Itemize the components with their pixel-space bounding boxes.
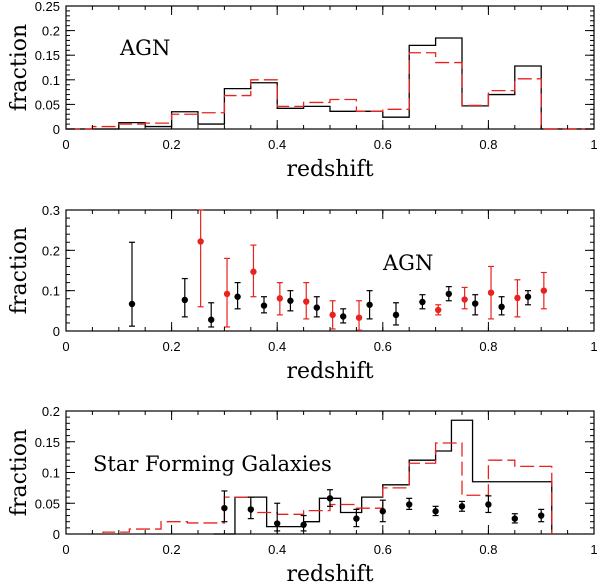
x-tick-label: 0.4 <box>268 137 286 152</box>
x-tick-label: 0.2 <box>163 339 181 354</box>
data-point <box>260 302 268 309</box>
panel-agn-histogram: 0 0.2 0.4 0.6 0.8 1 0 0.05 0.1 0.15 0.2 0.25 AGN re… <box>7 0 597 182</box>
data-point <box>432 508 439 515</box>
histogram-series-red-dashed <box>102 442 553 534</box>
y-tick-label: 0.2 <box>42 243 60 258</box>
data-point <box>326 495 334 502</box>
data-point <box>313 304 320 311</box>
x-tick-label: 1 <box>590 542 597 557</box>
x-axis-label: redshift <box>286 157 373 182</box>
data-point <box>128 300 136 308</box>
data-point <box>379 508 386 515</box>
data-point <box>181 296 188 304</box>
panel-annotation: Star Forming Galaxies <box>93 452 332 476</box>
data-point <box>221 504 228 512</box>
data-point <box>276 295 284 302</box>
data-point <box>445 290 452 298</box>
data-point <box>274 520 281 527</box>
x-tick-label: 0.4 <box>268 542 286 557</box>
y-axis-label: fraction <box>7 227 32 314</box>
y-tick-label: 0.25 <box>35 0 60 14</box>
y-tick-label: 0 <box>53 122 60 137</box>
x-tick-label: 0.6 <box>374 542 392 557</box>
data-point <box>458 503 466 510</box>
data-point <box>406 501 413 508</box>
y-tick-label: 0.15 <box>35 48 60 63</box>
x-tick-label: 0.8 <box>479 542 497 557</box>
x-tick-label: 0 <box>62 339 69 354</box>
data-point <box>435 306 442 314</box>
histogram-series-red-dashed <box>66 52 594 130</box>
data-point <box>487 289 495 296</box>
data-point <box>461 296 468 303</box>
data-point <box>392 311 400 319</box>
panel-annotation: AGN <box>119 36 170 60</box>
x-tick-label: 1 <box>590 137 597 152</box>
data-point <box>223 290 231 298</box>
data-point <box>329 311 336 319</box>
data-point <box>340 313 347 320</box>
y-tick-label: 0 <box>53 527 60 542</box>
axis-ticks: 0 0.2 0.4 0.6 0.8 1 0 0.1 0.2 0.3 <box>42 203 597 354</box>
x-tick-label: 0.2 <box>163 137 181 152</box>
y-tick-label: 0.1 <box>42 466 60 481</box>
data-point <box>524 293 532 300</box>
plot-marks <box>128 209 548 331</box>
data-point <box>197 238 204 245</box>
panel-star-forming-galaxies: 0 0.2 0.4 0.6 0.8 1 0 0.05 0.1 0.15 0.2 Star Formi… <box>7 404 597 587</box>
data-point <box>419 298 426 306</box>
plot-marks <box>66 37 594 130</box>
x-tick-label: 0.6 <box>374 137 392 152</box>
data-point <box>303 298 310 305</box>
data-point <box>208 316 215 323</box>
y-tick-label: 0.2 <box>42 404 60 419</box>
data-point <box>472 300 479 307</box>
y-tick-label: 0 <box>53 324 60 339</box>
y-tick-label: 0.05 <box>35 496 60 511</box>
data-point <box>353 515 360 522</box>
data-point <box>234 293 241 300</box>
y-tick-label: 0.3 <box>42 203 60 218</box>
x-tick-label: 0.8 <box>479 137 497 152</box>
histogram-series-black-solid <box>213 419 553 535</box>
x-tick-label: 0.4 <box>268 339 286 354</box>
y-axis-label: fraction <box>7 24 32 111</box>
data-point <box>247 506 254 513</box>
x-tick-label: 0.2 <box>163 542 181 557</box>
plot-marks <box>102 419 553 535</box>
x-tick-label: 0 <box>62 542 69 557</box>
data-point <box>514 294 521 302</box>
data-point <box>538 512 545 519</box>
data-point <box>287 297 294 304</box>
panel-annotation: AGN <box>382 251 433 275</box>
data-point <box>250 268 257 275</box>
x-tick-label: 1 <box>590 339 597 354</box>
y-tick-label: 0.05 <box>35 97 60 112</box>
data-point <box>511 515 518 522</box>
y-tick-label: 0.1 <box>42 73 60 88</box>
plot-frame <box>65 209 595 332</box>
data-point <box>355 314 363 321</box>
y-tick-label: 0.1 <box>42 284 60 299</box>
y-axis-label: fraction <box>7 429 32 516</box>
x-tick-label: 0.8 <box>479 339 497 354</box>
y-tick-label: 0.15 <box>35 435 60 450</box>
axis-ticks: 0 0.2 0.4 0.6 0.8 1 0 0.05 0.1 0.15 0.2 0.25 <box>35 0 597 152</box>
data-point <box>300 521 307 528</box>
data-point <box>485 501 492 508</box>
data-point <box>366 301 373 308</box>
x-axis-label: redshift <box>286 359 373 384</box>
x-axis-label: redshift <box>286 562 373 587</box>
data-point <box>498 303 505 310</box>
y-tick-label: 0.2 <box>42 24 60 39</box>
x-tick-label: 0.6 <box>374 339 392 354</box>
x-tick-label: 0 <box>62 137 69 152</box>
panel-agn-points: 0 0.2 0.4 0.6 0.8 1 0 0.1 0.2 0.3 AGN redshift fr… <box>7 203 597 384</box>
data-point <box>540 287 548 294</box>
axis-ticks: 0 0.2 0.4 0.6 0.8 1 0 0.05 0.1 0.15 0.2 <box>35 404 597 557</box>
